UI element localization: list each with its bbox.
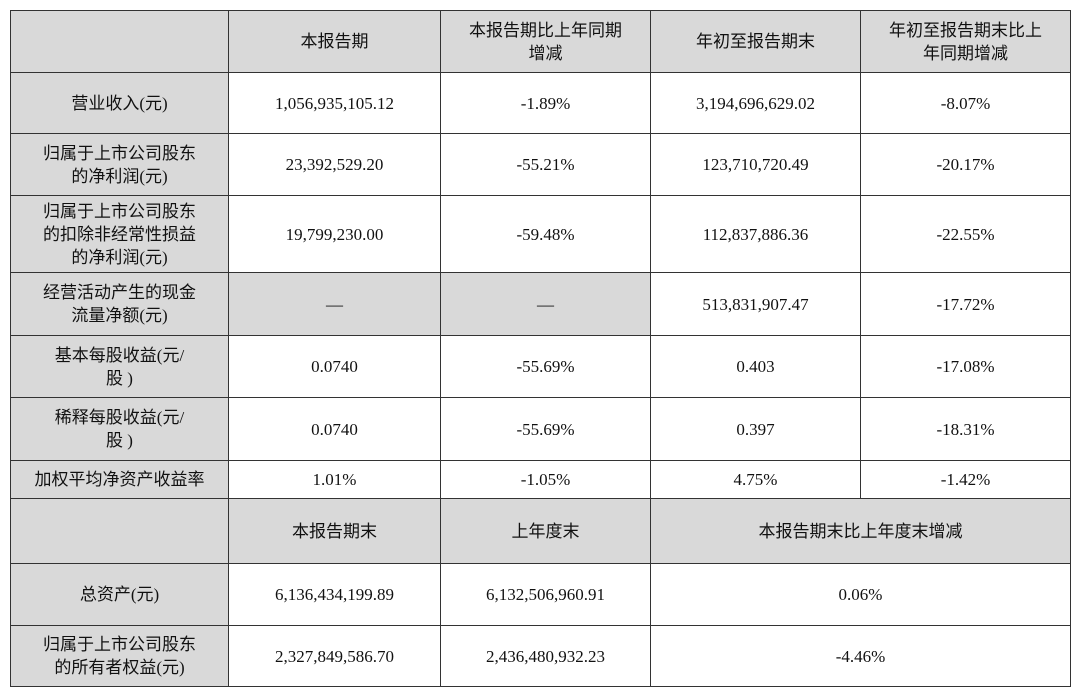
table-cell: 年初至报告期末比上 年同期增减 [860, 10, 1071, 73]
table-cell: 23,392,529.20 [228, 133, 441, 196]
table-cell: 0.06% [650, 563, 1071, 626]
table-cell: 营业收入(元) [10, 72, 229, 134]
table-cell: 1.01% [228, 460, 441, 499]
data-row: 归属于上市公司股东 的所有者权益(元) 2,327,849,586.70 2,436… [10, 625, 1071, 687]
table-cell: — [440, 272, 651, 336]
header-row: 本报告期末 上年度末 本报告期末比上年度末增减 [10, 498, 1071, 564]
table-cell: 513,831,907.47 [650, 272, 861, 336]
table-cell: -59.48% [440, 195, 651, 273]
data-row: 营业收入(元) 1,056,935,105.12 -1.89% 3,194,696,6… [10, 72, 1071, 134]
table-cell: -1.42% [860, 460, 1071, 499]
table-cell: 本报告期末 [228, 498, 441, 564]
table-cell: -8.07% [860, 72, 1071, 134]
data-row: 经营活动产生的现金 流量净额(元) — —513,831,907.47 -17.72% [10, 272, 1071, 336]
table-cell: 本报告期末比上年度末增减 [650, 498, 1071, 564]
table-cell: 稀释每股收益(元/ 股 ) [10, 397, 229, 461]
table-cell: -18.31% [860, 397, 1071, 461]
table-cell: 123,710,720.49 [650, 133, 861, 196]
table-cell: 0.0740 [228, 335, 441, 398]
table-cell: -55.21% [440, 133, 651, 196]
table-cell: 2,436,480,932.23 [440, 625, 651, 687]
data-row: 稀释每股收益(元/ 股 ) 0.0740 -55.69% 0.397 -18.31% [10, 397, 1071, 461]
table-cell: 本报告期 [228, 10, 441, 73]
table-cell: -17.72% [860, 272, 1071, 336]
table-cell: 112,837,886.36 [650, 195, 861, 273]
table-cell: 19,799,230.00 [228, 195, 441, 273]
data-row: 归属于上市公司股东 的净利润(元) 23,392,529.20 -55.21% 123… [10, 133, 1071, 196]
table-cell: 4.75% [650, 460, 861, 499]
table-cell: -22.55% [860, 195, 1071, 273]
table-cell: 归属于上市公司股东 的所有者权益(元) [10, 625, 229, 687]
table-cell: — [228, 272, 441, 336]
data-row: 基本每股收益(元/ 股 ) 0.0740 -55.69% 0.403 -17.08% [10, 335, 1071, 398]
table-cell: 归属于上市公司股东 的扣除非经常性损益 的净利润(元) [10, 195, 229, 273]
table-cell: -17.08% [860, 335, 1071, 398]
header-row: 本报告期 本报告期比上年同期 增减 年初至报告期末 年初至报告期末比上 年同期增减 [10, 10, 1071, 73]
table-cell: -1.89% [440, 72, 651, 134]
table-cell: 加权平均净资产收益率 [10, 460, 229, 499]
table-cell: 经营活动产生的现金 流量净额(元) [10, 272, 229, 336]
table-cell: -55.69% [440, 335, 651, 398]
table-cell: 1,056,935,105.12 [228, 72, 441, 134]
table-cell: 基本每股收益(元/ 股 ) [10, 335, 229, 398]
table-cell: 本报告期比上年同期 增减 [440, 10, 651, 73]
table-cell: -4.46% [650, 625, 1071, 687]
data-row: 加权平均净资产收益率 1.01% -1.05% 4.75% -1.42% [10, 460, 1071, 499]
table-cell: 归属于上市公司股东 的净利润(元) [10, 133, 229, 196]
table-cell: 0.0740 [228, 397, 441, 461]
data-row: 总资产(元) 6,136,434,199.89 6,132,506,960.91 0.… [10, 563, 1071, 626]
table-cell: -1.05% [440, 460, 651, 499]
table-cell: -20.17% [860, 133, 1071, 196]
table-cell: 0.397 [650, 397, 861, 461]
table-cell: 6,136,434,199.89 [228, 563, 441, 626]
table-cell: 6,132,506,960.91 [440, 563, 651, 626]
table-cell [10, 498, 229, 564]
table-cell: 上年度末 [440, 498, 651, 564]
table-cell: 总资产(元) [10, 563, 229, 626]
financial-table: 本报告期 本报告期比上年同期 增减 年初至报告期末 年初至报告期末比上 年同期增减 营业… [10, 10, 1071, 687]
data-row: 归属于上市公司股东 的扣除非经常性损益 的净利润(元) 19,799,230.00… [10, 195, 1071, 273]
table-cell: -55.69% [440, 397, 651, 461]
table-cell [10, 10, 229, 73]
table-cell: 0.403 [650, 335, 861, 398]
table-cell: 2,327,849,586.70 [228, 625, 441, 687]
table-cell: 3,194,696,629.02 [650, 72, 861, 134]
table-cell: 年初至报告期末 [650, 10, 861, 73]
